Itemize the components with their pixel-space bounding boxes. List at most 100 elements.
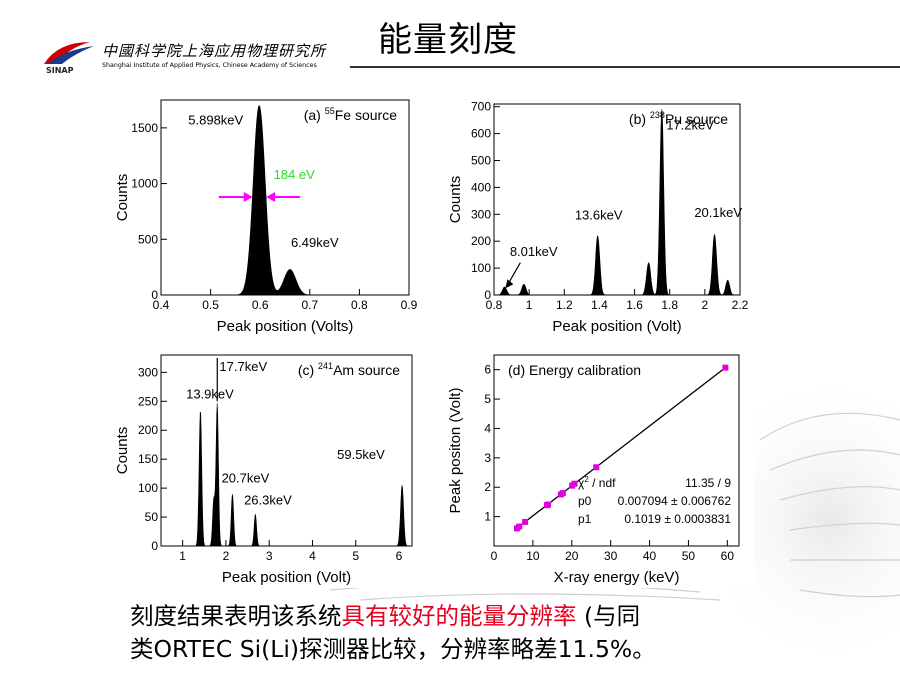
peak-label: 26.3keV	[244, 492, 292, 507]
x-axis-label: Peak position (Volts)	[217, 318, 354, 335]
chart-panel-3: 0 10 20 30 40 50 60 1 2 3 4 5 6 X-ray energy (keV) Pea…	[447, 354, 740, 586]
y-axis-label: Counts	[114, 174, 131, 222]
x-tick-label: 20	[565, 549, 579, 563]
data-point	[516, 523, 523, 530]
isotope-mass: 55	[325, 106, 335, 116]
y-tick-label: 300	[471, 207, 491, 221]
panel-label: (a)	[304, 107, 325, 123]
y-tick-label: 250	[138, 394, 158, 408]
x-tick-label: 50	[682, 549, 696, 563]
y-tick-label: 0	[151, 539, 158, 553]
fwhm-arrow-left-head	[243, 191, 253, 202]
caption-highlight: 具有较好的能量分辨率	[341, 602, 577, 630]
panel-title: (a) 55Fe source	[304, 106, 397, 123]
y-tick-label: 4	[484, 421, 491, 435]
peak-label: 20.1keV	[694, 205, 742, 220]
x-tick-label: 5	[352, 549, 359, 563]
source-name: Am source	[333, 362, 400, 378]
y-tick-label: 3	[484, 451, 491, 465]
y-tick-label: 100	[138, 481, 158, 495]
x-axis-label: Peak position (Volt)	[552, 318, 681, 335]
x-tick-label: 0.8	[486, 298, 503, 312]
source-name: Fe source	[335, 107, 397, 123]
x-tick-label: 0	[491, 549, 498, 563]
institute-abbr: SINAP	[46, 66, 74, 75]
p0-label: p0	[578, 494, 592, 508]
data-point	[722, 364, 729, 371]
y-tick-label: 700	[471, 100, 491, 114]
chart-panel-0: 0.4 0.5 0.6 0.7 0.8 0.9 0 500 1000 1500 Peak posit…	[114, 99, 418, 335]
spectrum-area	[161, 105, 409, 296]
plot-frame	[493, 354, 740, 547]
x-tick-label: 0.6	[252, 298, 269, 312]
x-tick-label: 30	[604, 549, 618, 563]
p1-label: p1	[578, 512, 592, 526]
x-axis-label: Peak position (Volt)	[222, 569, 351, 586]
y-axis-label: Counts	[447, 176, 464, 224]
y-tick-label: 500	[471, 153, 491, 167]
peak-label: 17.2keV	[666, 118, 714, 133]
x-tick-label: 2	[223, 549, 230, 563]
pointer-arrow-head	[505, 279, 514, 289]
y-tick-label: 1	[484, 510, 491, 524]
y-tick-label: 5	[484, 392, 491, 406]
y-tick-label: 6	[484, 363, 491, 377]
slide-title: 能量刻度	[378, 20, 518, 60]
isotope-mass: 238	[650, 110, 665, 120]
x-tick-label: 2.2	[732, 298, 749, 312]
p1-value: 0.1019 ± 0.0003831	[624, 512, 731, 526]
x-tick-label: 6	[396, 549, 403, 563]
y-tick-label: 0	[151, 288, 158, 302]
institute-logo: SINAP 中國科学院上海应用物理研究所 Shanghai Institute …	[38, 38, 348, 78]
figure-panel: 0.4 0.5 0.6 0.7 0.8 0.9 0 500 1000 1500 Peak posit…	[101, 88, 754, 588]
data-point	[571, 480, 578, 487]
peak-label: 184 eV	[274, 167, 316, 182]
x-tick-label: 0.4	[153, 298, 170, 312]
caption: 刻度结果表明该系统具有较好的能量分辨率 (与同 类ORTEC Si(Li)探测器…	[130, 600, 830, 666]
peak-label: 59.5keV	[337, 447, 385, 462]
y-tick-label: 2	[484, 480, 491, 494]
x-tick-label: 10	[526, 549, 540, 563]
p0-value: 0.007094 ± 0.006762	[618, 494, 732, 508]
fwhm-arrow-right-head	[266, 191, 276, 202]
x-tick-label: 2	[702, 298, 709, 312]
panel-label: (c)	[298, 362, 318, 378]
peak-label: 5.898keV	[188, 113, 243, 128]
data-point	[522, 518, 529, 525]
peak-label: 13.9keV	[186, 386, 234, 401]
panel-label: (b)	[629, 111, 650, 127]
y-tick-label: 1500	[131, 121, 158, 135]
chi2-suffix: / ndf	[589, 476, 616, 490]
caption-text: 刻度结果表明该系统	[130, 602, 342, 630]
x-tick-label: 4	[309, 549, 316, 563]
peak-label: 6.49keV	[291, 235, 339, 250]
y-tick-label: 150	[138, 452, 158, 466]
y-tick-label: 200	[471, 234, 491, 248]
peak-label: 17.7keV	[219, 359, 267, 374]
source-name: Pu source	[665, 111, 728, 127]
x-axis-label: X-ray energy (keV)	[554, 569, 680, 586]
y-tick-label: 50	[145, 510, 159, 524]
chart-panel-1: 0.8 1 1.2 1.4 1.6 1.8 2 2.2 0 100 200 300 400 500 600 7…	[447, 100, 749, 335]
chi2-sup: 2	[584, 475, 589, 484]
peak-label: 13.6keV	[575, 208, 623, 223]
isotope-mass: 241	[318, 361, 333, 371]
x-tick-label: 1.6	[626, 298, 643, 312]
sinap-logo-icon	[44, 42, 94, 64]
institute-name-cn: 中國科学院上海应用物理研究所	[102, 42, 327, 60]
x-tick-label: 40	[643, 549, 657, 563]
plot-frame	[493, 103, 741, 296]
data-point	[559, 490, 566, 497]
chart-panel-2: 1 2 3 4 5 6 0 50 100 150 200 250 300 Peak position (V…	[114, 354, 413, 586]
x-tick-label: 1.8	[661, 298, 678, 312]
x-tick-label: 1.2	[556, 298, 573, 312]
x-tick-label: 0.9	[401, 298, 418, 312]
panel-title: (c) 241Am source	[298, 361, 400, 378]
caption-text-2: (与同	[576, 602, 641, 630]
y-tick-label: 600	[471, 127, 491, 141]
institute-name-en: Shanghai Institute of Applied Physics, C…	[102, 62, 317, 69]
spectrum-area	[161, 403, 412, 547]
y-tick-label: 500	[138, 232, 158, 246]
y-tick-label: 1000	[131, 177, 158, 191]
